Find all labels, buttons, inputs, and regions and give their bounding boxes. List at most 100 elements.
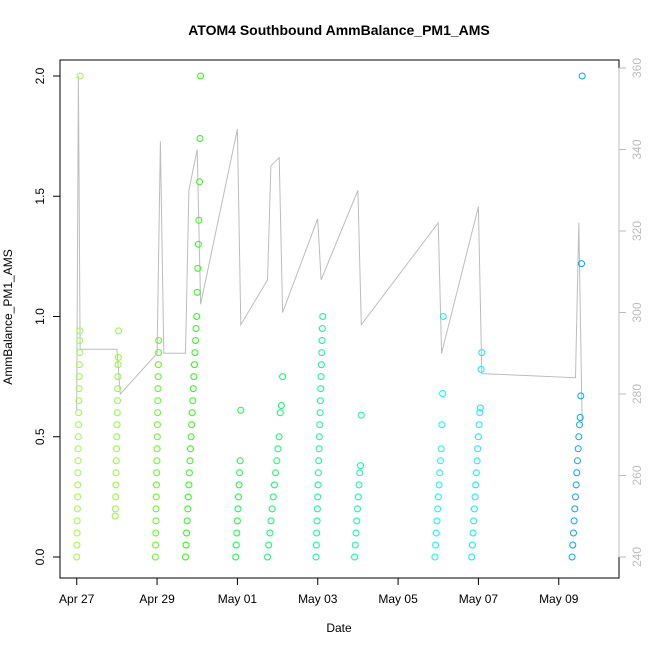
scatter-point xyxy=(151,553,159,561)
scatter-point xyxy=(75,421,83,429)
scatter-point xyxy=(114,385,122,393)
scatter-point xyxy=(315,433,323,441)
scatter-point xyxy=(576,414,584,421)
scatter-point xyxy=(112,481,120,489)
scatter-point xyxy=(267,517,275,525)
scatter-point xyxy=(113,409,121,417)
scatter-point xyxy=(185,469,193,477)
scatter-point xyxy=(474,445,482,453)
scatter-point xyxy=(73,553,81,561)
scatter-point xyxy=(113,433,121,441)
scatter-point xyxy=(74,493,82,501)
scatter-point xyxy=(154,397,162,405)
scatter-point xyxy=(574,457,581,465)
scatter-point xyxy=(74,481,82,489)
scatter-point xyxy=(468,541,476,549)
scatter-point xyxy=(74,457,82,465)
scatter-point xyxy=(470,505,478,513)
y2-line-layer xyxy=(76,76,583,427)
scatter-point xyxy=(317,385,325,393)
scatter-point xyxy=(189,397,197,405)
scatter-point xyxy=(113,445,121,453)
scatter-point xyxy=(578,72,586,80)
scatter-point xyxy=(435,481,443,489)
scatter-point xyxy=(114,361,122,369)
y2-tick-label: 240 xyxy=(630,547,644,567)
scatter-point xyxy=(196,178,203,186)
scatter-point xyxy=(152,529,160,537)
scatter-point xyxy=(264,553,271,561)
scatter-point xyxy=(114,397,121,405)
y2-tick-label: 260 xyxy=(630,465,644,485)
scatter-point xyxy=(578,260,585,268)
scatter-point xyxy=(572,493,579,501)
scatter-point xyxy=(153,433,161,441)
y-tick-label: 0.5 xyxy=(33,428,47,445)
scatter-point xyxy=(576,421,583,429)
scatter-point xyxy=(357,411,365,419)
scatter-point xyxy=(183,529,191,537)
scatter-point xyxy=(439,313,447,320)
y2-tick-label: 340 xyxy=(630,139,644,159)
scatter-point xyxy=(235,481,243,489)
scatter-point xyxy=(436,469,444,477)
scatter-point xyxy=(577,392,585,400)
scatter-point xyxy=(237,406,245,414)
scatter-point xyxy=(432,541,440,549)
scatter-point xyxy=(469,529,477,537)
scatter-point xyxy=(573,469,581,477)
scatter-point xyxy=(266,529,274,537)
scatter-point xyxy=(114,353,122,361)
scatter-point xyxy=(319,313,327,320)
y-axis-label: AmmBalance_PM1_AMS xyxy=(1,249,15,384)
scatter-point xyxy=(154,361,162,369)
scatter-point xyxy=(272,469,280,477)
scatter-point xyxy=(315,445,323,453)
scatter-point xyxy=(438,421,446,429)
scatter-point xyxy=(265,541,273,549)
scatter-point xyxy=(196,135,204,142)
scatter-point xyxy=(155,337,163,344)
y2-tick-label: 360 xyxy=(630,58,644,78)
scatter-point xyxy=(354,505,361,513)
scatter-point xyxy=(478,349,486,357)
y-tick-label: 1.5 xyxy=(33,188,47,205)
scatter-point xyxy=(154,385,162,393)
scatter-point xyxy=(115,327,123,335)
scatter-point xyxy=(236,469,244,477)
scatter-point xyxy=(75,361,83,369)
scatter-point xyxy=(153,469,161,477)
scatter-point xyxy=(182,553,189,561)
scatter-point xyxy=(75,409,83,417)
scatter-point xyxy=(574,445,582,453)
scatter-point xyxy=(312,553,320,561)
scatter-point xyxy=(114,373,122,381)
scatter-point xyxy=(73,505,81,513)
scatter-point xyxy=(352,529,360,537)
y-tick-label: 1.0 xyxy=(33,308,47,325)
scatter-point xyxy=(431,553,439,561)
scatter-point xyxy=(279,373,287,381)
scatter-point xyxy=(569,541,577,549)
scatter-point xyxy=(184,493,192,501)
scatter-point xyxy=(152,517,160,525)
scatter-point xyxy=(188,409,196,417)
scatter-point xyxy=(73,529,81,537)
scatter-point xyxy=(192,325,200,332)
scatter-point xyxy=(74,433,82,441)
y-tick-label: 0.0 xyxy=(33,548,47,565)
scatter-point xyxy=(190,373,198,381)
scatter-point xyxy=(187,433,195,441)
scatter-point xyxy=(477,365,485,373)
scatter-point xyxy=(313,529,321,537)
scatter-point xyxy=(189,385,197,393)
scatter-point xyxy=(472,481,480,489)
scatter-point xyxy=(432,529,440,537)
scatter-point xyxy=(185,481,193,489)
y2-tick-label: 300 xyxy=(630,302,644,322)
scatter-point xyxy=(152,541,160,549)
scatter-point xyxy=(76,327,84,335)
scatter-point xyxy=(353,517,361,525)
scatter-point xyxy=(75,397,83,405)
scatter-point xyxy=(437,445,445,453)
